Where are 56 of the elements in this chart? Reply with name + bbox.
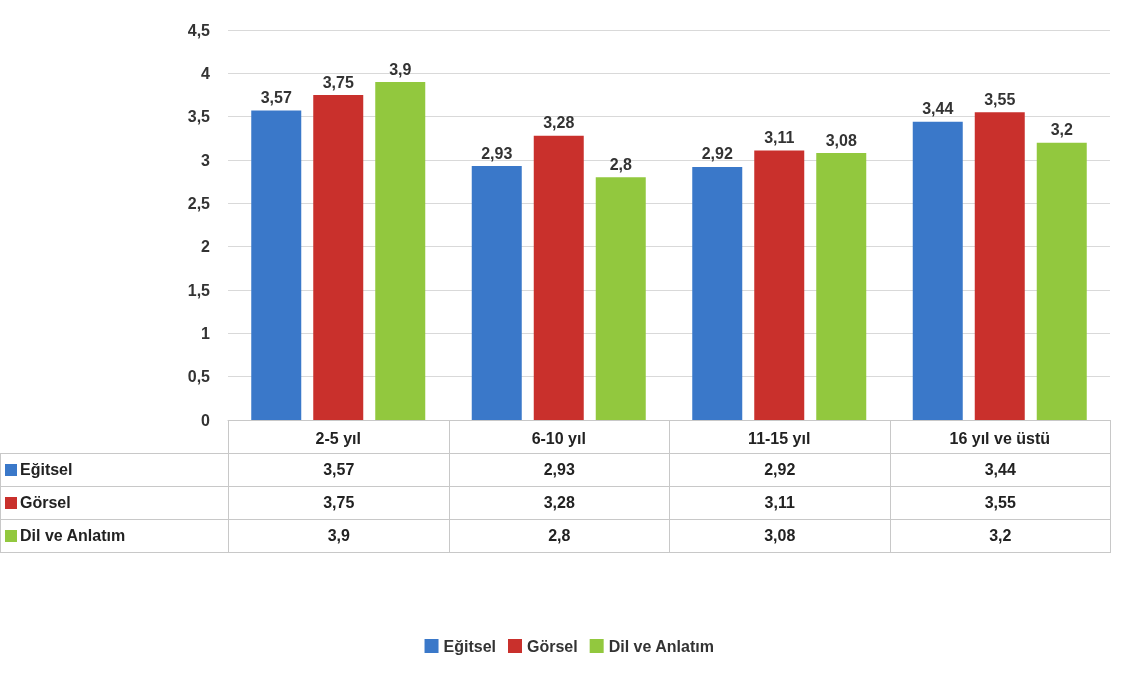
y-tick-label: 1,5 [187, 281, 211, 299]
text: 3,9 [389, 60, 412, 78]
bar [974, 112, 1025, 420]
text: 2,8 [609, 155, 632, 173]
bar [1036, 142, 1087, 420]
text: Görsel [20, 494, 71, 511]
bar [471, 166, 522, 420]
text: 3,75 [322, 73, 354, 91]
y-tick-label: 2 [201, 238, 211, 256]
y-tick-label: 3 [201, 151, 211, 169]
y-tick-label: 0 [201, 411, 211, 429]
y-tick-label: 2,5 [187, 194, 211, 212]
text: 3,44 [922, 100, 954, 118]
data-label: 3,75 [228, 486, 450, 520]
legend-label: Dil ve Anlatım [608, 637, 714, 655]
data-label: 2,92 [669, 453, 891, 487]
data-label: 3,44 [889, 453, 1111, 487]
x-tick-label: 16 yıl ve üstü [949, 429, 1050, 447]
bar [692, 166, 743, 420]
bar [251, 110, 302, 420]
y-tick-label: 4 [201, 64, 211, 82]
bar [754, 150, 805, 420]
x-tick-label: 11-15 yıl [748, 429, 811, 447]
data-label: 3,08 [669, 519, 891, 553]
bar [912, 121, 963, 420]
y-tick-label: 4,5 [187, 21, 211, 39]
text: 3,11 [764, 128, 795, 146]
bar [375, 82, 426, 420]
text: 2,92 [701, 145, 733, 163]
data-label: 3,11 [669, 486, 891, 520]
y-tick-label: 0,5 [187, 368, 211, 386]
y-tick-label: 1 [201, 324, 211, 342]
text: 3,08 [825, 131, 857, 149]
text: 3,2 [1050, 121, 1073, 139]
data-label: 3,57 [228, 453, 450, 487]
y-tick-label: 3,5 [187, 108, 211, 126]
bar [816, 153, 867, 420]
data-label: 2,8 [448, 519, 670, 553]
data-label: 3,9 [228, 519, 450, 553]
x-tick-label: 6-10 yıl [531, 429, 586, 447]
text: 3,55 [984, 90, 1016, 108]
x-tick-label: 2-5 yıl [315, 429, 361, 447]
legend-label: Görsel [526, 637, 578, 655]
bar [313, 95, 364, 420]
text: 3,57 [260, 89, 292, 107]
text: 2,93 [481, 144, 513, 162]
text: Eğitsel [443, 637, 496, 655]
text: 3,28 [543, 114, 575, 132]
data-label: 3,55 [889, 486, 1111, 520]
legend-label: Eğitsel [20, 461, 73, 478]
bar [595, 177, 646, 420]
data-label: 3,2 [889, 519, 1111, 553]
text: Dil ve Anlatım [20, 527, 126, 544]
data-label: 3,28 [448, 486, 670, 520]
bar [533, 135, 584, 420]
data-label: 2,93 [448, 453, 670, 487]
